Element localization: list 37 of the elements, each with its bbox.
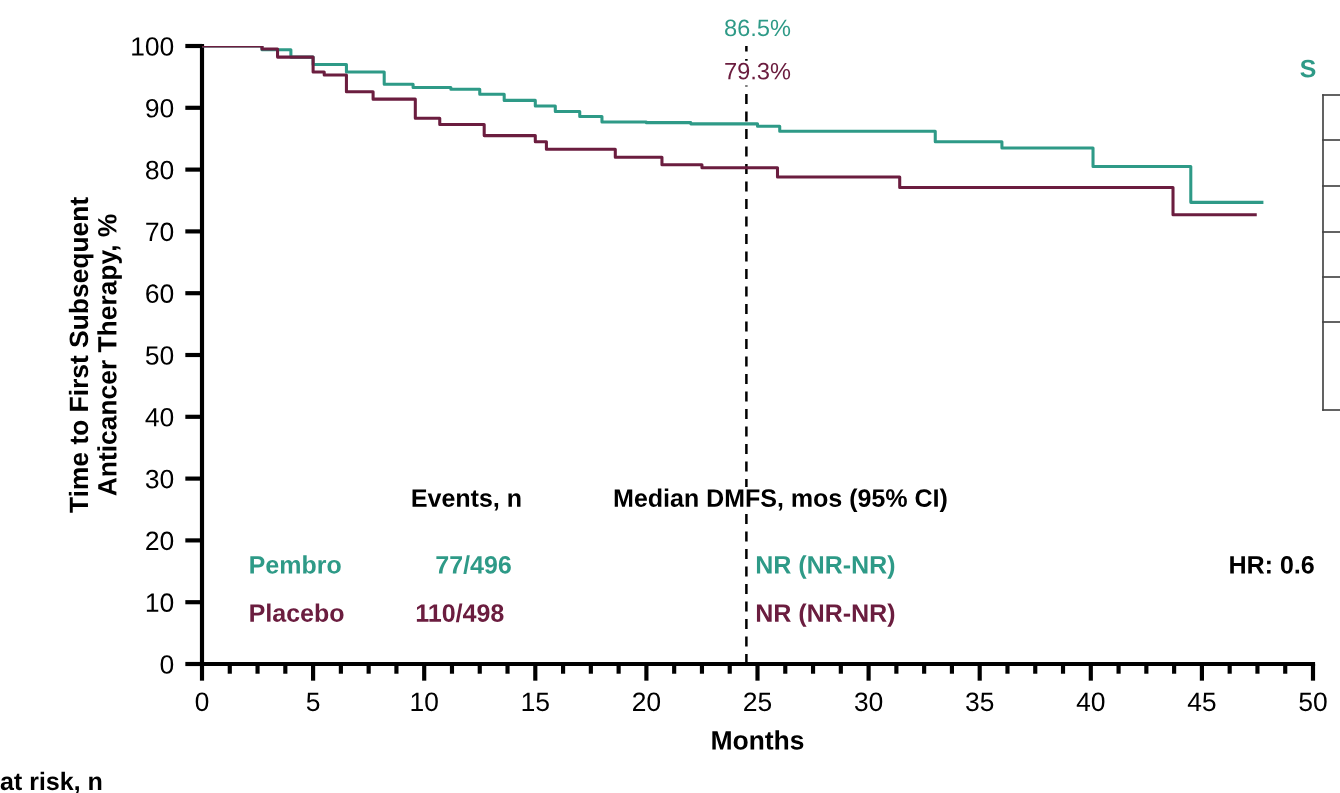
text: at risk, n [0, 771, 102, 793]
x-tick-label: 10 [411, 692, 438, 712]
text: Placebo [250, 603, 344, 622]
y-tick-label: 90 [146, 98, 174, 118]
y-tick-label: 20 [146, 531, 174, 551]
annotation: NR (NR-NR) [756, 603, 895, 627]
annotation: 79.3% [725, 62, 791, 80]
x-tick-label: 50 [1299, 692, 1327, 712]
y-tick-label: 0 [160, 655, 174, 674]
annotation: S [1300, 59, 1316, 78]
annotation: NR (NR-NR) [756, 555, 895, 579]
text: Pembro [250, 555, 341, 574]
y-axis-title: Time to First Subsequent Anticancer Therapy, % [68, 197, 122, 513]
annotation: Events, n [412, 489, 521, 511]
y-tick-label: 70 [146, 222, 174, 242]
text: 86.5% [725, 19, 791, 37]
y-tick-label: 80 [146, 160, 174, 180]
x-tick-label: 20 [633, 692, 661, 712]
y-tick-label: 50 [145, 346, 174, 365]
y-tick-label: 10 [146, 593, 174, 613]
x-tick-label: 45 [1187, 692, 1216, 712]
annotation: Median DMFS, mos (95% CI) [614, 488, 947, 512]
x-tick-label: 30 [854, 692, 883, 712]
x-tick-label: 25 [744, 692, 772, 712]
x-tick-label: 5 [306, 692, 320, 712]
y-tick-label: 100 [132, 37, 174, 56]
x-axis-title: Months [712, 730, 804, 750]
annotation: 110/498 [416, 603, 504, 623]
y-tick-label: 40 [145, 407, 174, 427]
y-tick-label: 60 [146, 284, 174, 304]
x-tick-label: 35 [966, 692, 994, 712]
y-tick-label: 30 [145, 469, 174, 489]
x-tick-label: 15 [522, 692, 549, 712]
annotation: HR: 0.6 [1230, 555, 1314, 574]
annotation: 77/496 [436, 555, 511, 574]
x-tick-label: 0 [195, 692, 209, 712]
x-tick-label: 40 [1076, 692, 1105, 712]
